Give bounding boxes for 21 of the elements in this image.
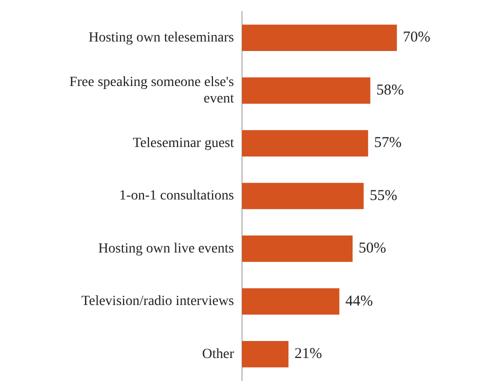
data-label: 44% <box>345 293 373 310</box>
bar <box>242 236 353 262</box>
bar <box>242 288 340 315</box>
y-tick-label: 1-on-1 consultations <box>119 188 234 204</box>
y-tick-label: Television/radio interviews <box>81 294 234 310</box>
bar <box>242 24 397 51</box>
y-tick-label: Hosting own teleseminars <box>88 30 234 46</box>
y-tick-label: Hosting own live events <box>98 241 234 256</box>
y-tick-label: Other <box>202 346 234 362</box>
data-label: 57% <box>374 135 402 152</box>
bar <box>242 130 368 156</box>
y-tick-label: Free speaking someone else's event <box>69 74 234 107</box>
bar <box>242 341 288 368</box>
y-tick-label: Teleseminar guest <box>132 136 234 151</box>
bar <box>242 182 364 210</box>
data-label: 58% <box>376 82 404 98</box>
data-label: 50% <box>358 240 386 257</box>
data-label: 70% <box>402 30 430 46</box>
bar <box>242 77 370 104</box>
data-label: 21% <box>294 346 322 362</box>
data-label: 55% <box>370 188 398 204</box>
